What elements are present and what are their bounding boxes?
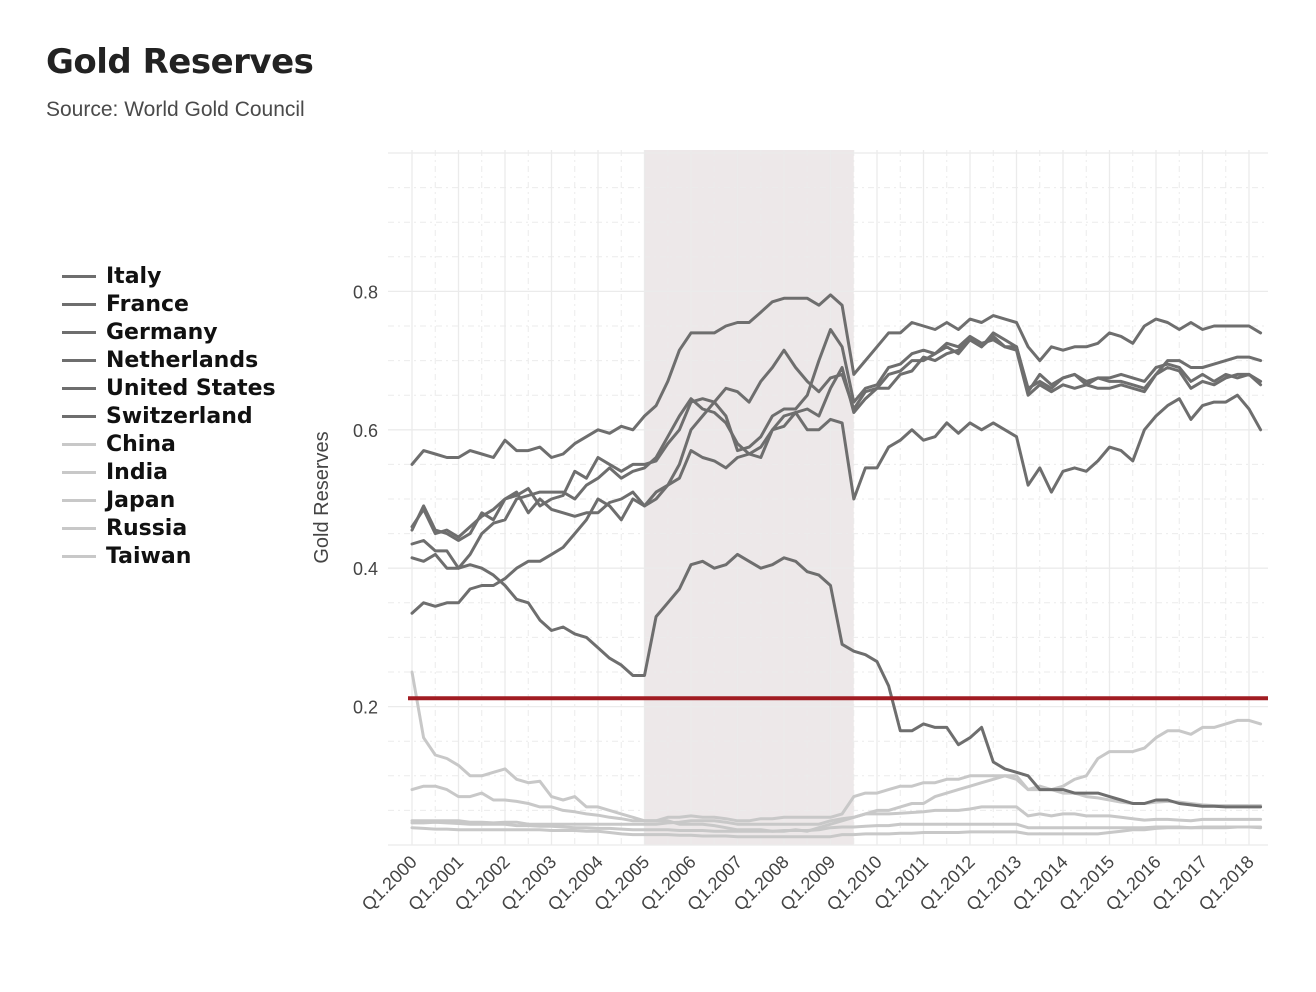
legend-item-india: India [62,458,276,486]
legend-swatch [62,302,96,306]
series-line-russia [410,805,1263,826]
y-tick-label: 0.4 [353,559,378,579]
legend-swatch [62,330,96,334]
chart-legend: Italy France Germany Netherlands United Stat… [62,262,276,570]
legend-item-russia: Russia [62,514,276,542]
legend-swatch [62,526,96,530]
series-line-switzerland [410,393,1263,615]
y-axis-label: Gold Reserves [311,431,333,563]
legend-label: Italy [106,263,162,289]
legend-swatch [62,414,96,418]
shaded-region [644,150,854,845]
legend-label: France [106,291,189,317]
legend-label: China [106,431,176,457]
chart-title: Gold Reserves [46,42,314,82]
y-tick-label: 0.2 [353,698,378,718]
legend-swatch [62,386,96,390]
legend-label: Japan [106,487,176,513]
series-line-india [410,774,1263,823]
series-line-netherlands [410,334,1263,570]
legend-label: India [106,459,168,485]
legend-swatch [62,274,96,278]
legend-label: Netherlands [106,347,259,373]
legend-item-italy: Italy [62,262,276,290]
legend-label: Russia [106,515,188,541]
y-tick-label: 0.6 [353,421,378,441]
legend-item-france: France [62,290,276,318]
legend-item-japan: Japan [62,486,276,514]
chart-subtitle: Source: World Gold Council [46,98,305,121]
light-series-group [410,670,1263,839]
series-line-japan [410,820,1263,833]
legend-label: United States [106,375,276,401]
legend-swatch [62,554,96,558]
y-tick-label: 0.8 [353,282,378,302]
series-line-china [410,670,1263,833]
series-line-germany [410,328,1263,542]
legend-swatch [62,498,96,502]
series-line-taiwan [410,825,1263,839]
legend-swatch [62,470,96,474]
legend-label: Switzerland [106,403,253,429]
dark-series-group [410,293,1263,809]
series-line-italy [410,293,1263,466]
legend-swatch [62,442,96,446]
legend-label: Germany [106,319,218,345]
legend-swatch [62,358,96,362]
chart-background [644,150,854,845]
legend-item-china: China [62,430,276,458]
legend-item-netherlands: Netherlands [62,346,276,374]
series-line-united-states [410,552,1263,809]
legend-item-united-states: United States [62,374,276,402]
legend-item-switzerland: Switzerland [62,402,276,430]
legend-item-taiwan: Taiwan [62,542,276,570]
legend-item-germany: Germany [62,318,276,346]
legend-label: Taiwan [106,543,192,569]
chart-grid [388,150,1268,846]
